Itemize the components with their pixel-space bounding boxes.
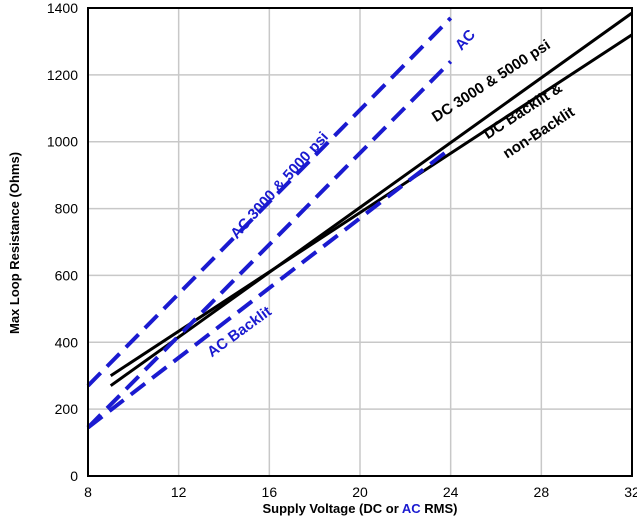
series-line-dc-backlit-non-backlit xyxy=(109,33,633,377)
x-tick-label-24: 24 xyxy=(443,484,459,500)
x-tick-label-32: 32 xyxy=(624,484,637,500)
x-tick-label-8: 8 xyxy=(84,484,92,500)
series-lines xyxy=(86,11,633,430)
series-line-ac-3000-5000-psi xyxy=(86,16,453,388)
x-tick-label-20: 20 xyxy=(352,484,368,500)
y-tick-label-800: 800 xyxy=(55,201,79,217)
y-tick-label-0: 0 xyxy=(70,468,78,484)
y-tick-label-600: 600 xyxy=(55,267,79,283)
series-line-ac-backlit xyxy=(86,146,452,430)
x-axis-title: Supply Voltage (DC or AC RMS) xyxy=(262,501,457,516)
tick-labels: 8 12 16 20 24 28 32 0 200 400 600 800 1000 1200 1400 xyxy=(47,0,637,500)
y-tick-label-1200: 1200 xyxy=(47,67,78,83)
y-axis-title: Max Loop Resistance (Ohms) xyxy=(7,152,22,334)
x-axis-title-ac: AC xyxy=(402,501,421,516)
y-tick-label-400: 400 xyxy=(55,334,79,350)
x-tick-label-12: 12 xyxy=(171,484,187,500)
y-tick-label-200: 200 xyxy=(55,401,79,417)
y-tick-label-1000: 1000 xyxy=(47,134,78,150)
x-tick-label-28: 28 xyxy=(534,484,550,500)
x-tick-label-16: 16 xyxy=(262,484,278,500)
series-line-ac xyxy=(86,60,453,429)
plot-frame xyxy=(87,7,633,477)
series-line-dc-3000-5000-psi xyxy=(109,11,633,387)
x-axis-title-suffix: RMS) xyxy=(421,501,458,516)
x-axis-title-prefix: Supply Voltage (DC or xyxy=(262,501,401,516)
y-tick-label-1400: 1400 xyxy=(47,0,78,16)
